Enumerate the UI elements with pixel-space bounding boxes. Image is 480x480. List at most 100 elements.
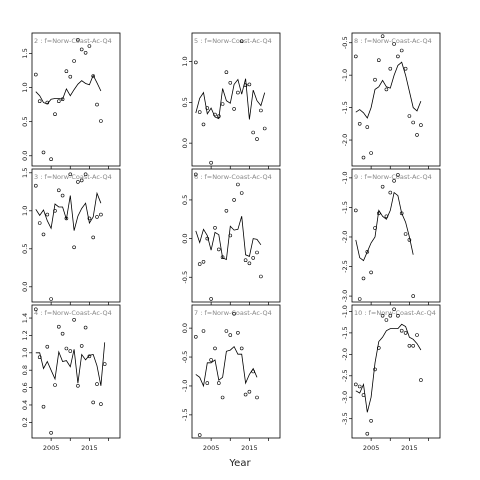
y-tick-label: 0.6 bbox=[21, 382, 29, 392]
data-point bbox=[213, 112, 217, 117]
panel-5: 6 : f=Norw-Coast-Ac-Q4 -0.5 0.0 0.5 bbox=[181, 168, 281, 305]
data-point bbox=[99, 119, 103, 123]
data-point bbox=[33, 72, 38, 77]
data-point bbox=[64, 216, 69, 221]
fitted-line bbox=[35, 74, 102, 105]
data-point bbox=[376, 58, 381, 63]
y-tick-label: -2.0 bbox=[341, 134, 349, 147]
y-tick-label: 0.5 bbox=[21, 244, 29, 254]
data-point bbox=[41, 150, 46, 155]
data-point bbox=[64, 346, 69, 351]
data-point bbox=[232, 107, 236, 111]
data-point bbox=[37, 355, 42, 360]
data-point bbox=[68, 74, 73, 79]
x-tick-label: 2015 bbox=[401, 444, 418, 452]
data-point bbox=[201, 259, 206, 264]
data-point bbox=[76, 37, 80, 42]
data-point bbox=[41, 232, 46, 237]
data-point bbox=[247, 389, 252, 394]
data-point bbox=[68, 349, 73, 353]
data-point bbox=[60, 97, 65, 101]
data-point bbox=[365, 250, 370, 254]
data-point bbox=[60, 331, 65, 336]
data-point bbox=[220, 395, 225, 400]
y-tick-label: 0.2 bbox=[21, 417, 29, 427]
data-point bbox=[79, 344, 84, 348]
data-point bbox=[353, 382, 358, 387]
data-point bbox=[194, 172, 198, 177]
y-tick-label: 0.0 bbox=[21, 151, 29, 161]
fitted-line bbox=[355, 61, 422, 119]
panel-frame bbox=[191, 304, 281, 439]
data-point bbox=[232, 311, 236, 316]
panel-2: 5 : f=Norw-Coast-Ac-Q4 0.0 0.5 1.0 bbox=[181, 32, 281, 169]
data-point bbox=[209, 160, 213, 165]
data-point bbox=[255, 250, 259, 255]
data-point bbox=[76, 383, 80, 388]
y-tick-label: -3.0 bbox=[341, 391, 349, 404]
panel-frame bbox=[351, 168, 441, 303]
data-point bbox=[213, 226, 217, 230]
data-point bbox=[392, 307, 396, 312]
data-point bbox=[251, 256, 255, 260]
data-point bbox=[213, 346, 217, 351]
data-point bbox=[209, 297, 213, 301]
y-tick-label: -3.0 bbox=[341, 290, 349, 303]
data-point bbox=[91, 400, 95, 405]
fitted-line bbox=[355, 191, 414, 262]
data-point bbox=[376, 346, 381, 350]
panel-frame bbox=[191, 32, 281, 167]
fitted-line bbox=[195, 78, 266, 120]
y-tick-label: 1.4 bbox=[21, 313, 29, 323]
data-point bbox=[224, 70, 229, 74]
fitted-line bbox=[195, 345, 258, 388]
data-point bbox=[239, 39, 244, 44]
x-tick-label: 2015 bbox=[241, 444, 258, 452]
x-axis-label: Year bbox=[229, 458, 251, 469]
data-point bbox=[236, 330, 240, 335]
panel-title: 6 : f=Norw-Coast-Ac-Q4 bbox=[194, 173, 272, 181]
fitted-line bbox=[35, 191, 102, 231]
data-point bbox=[37, 99, 42, 103]
data-point bbox=[72, 245, 76, 250]
data-point bbox=[53, 112, 57, 116]
data-point bbox=[384, 318, 389, 322]
y-tick-label: -3.5 bbox=[341, 412, 349, 425]
data-point bbox=[83, 172, 88, 177]
y-tick-label: -0.5 bbox=[181, 351, 189, 364]
data-point bbox=[376, 211, 381, 216]
y-tick-label: -1.5 bbox=[341, 327, 349, 340]
y-tick-label: -2.0 bbox=[341, 348, 349, 361]
data-point bbox=[194, 334, 198, 339]
panel-title: 8 : f=Norw-Coast-Ac-Q4 bbox=[354, 37, 432, 45]
data-point bbox=[91, 235, 95, 240]
fitted-line bbox=[35, 342, 106, 386]
panel-title: 10 : f=Norw-Coast-Ac-Q4 bbox=[354, 309, 436, 317]
data-point bbox=[399, 211, 404, 216]
data-point bbox=[262, 126, 267, 131]
y-tick-label: 0.8 bbox=[21, 365, 29, 375]
data-point bbox=[72, 59, 76, 63]
data-point bbox=[247, 82, 252, 87]
y-tick-label: -2.0 bbox=[341, 231, 349, 244]
data-point bbox=[209, 358, 213, 362]
y-tick-label: -1.5 bbox=[181, 409, 189, 422]
data-point bbox=[33, 183, 38, 188]
data-point bbox=[247, 261, 252, 266]
data-point bbox=[56, 99, 61, 103]
data-point bbox=[49, 297, 53, 301]
data-point bbox=[407, 343, 412, 348]
panel-title: 9 : f=Norw-Coast-Ac-Q4 bbox=[354, 173, 432, 181]
data-point bbox=[53, 383, 57, 387]
y-tick-label: 0.0 bbox=[181, 138, 189, 148]
data-point bbox=[41, 404, 46, 409]
data-point bbox=[255, 395, 259, 400]
y-tick-label: -1.0 bbox=[341, 172, 349, 185]
data-point bbox=[239, 191, 244, 195]
data-point bbox=[365, 125, 370, 129]
x-tick-label: 2005 bbox=[363, 444, 380, 452]
y-tick-label: 0.5 bbox=[21, 116, 29, 126]
y-tick-label: 1.5 bbox=[21, 168, 29, 178]
data-point bbox=[197, 110, 202, 114]
